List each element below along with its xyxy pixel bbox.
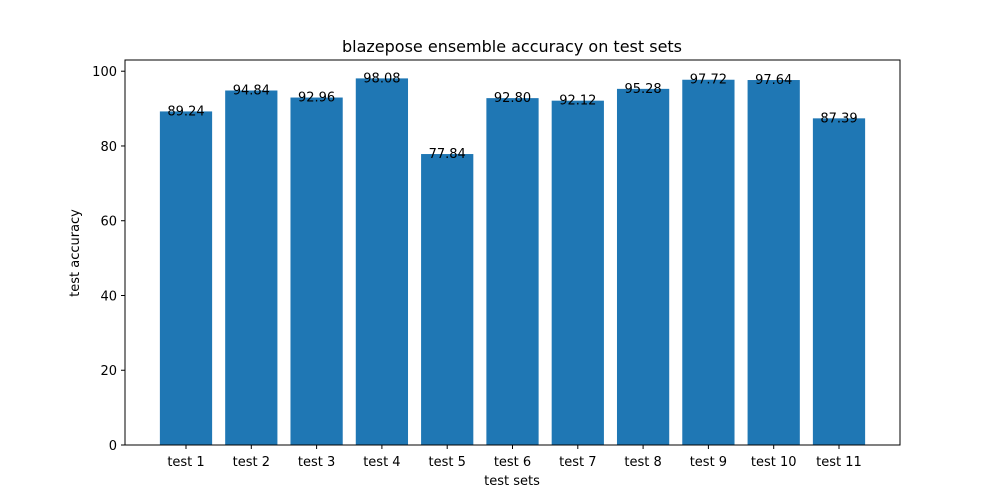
y-tick-label: 20 — [100, 364, 117, 379]
bar — [812, 118, 866, 445]
y-axis-label: test accuracy — [68, 209, 83, 297]
x-tick-label: test 3 — [298, 455, 335, 470]
bar-value-label: 92.80 — [494, 91, 531, 106]
bar — [551, 100, 604, 446]
bar-value-label: 87.39 — [820, 111, 857, 126]
bar-value-label: 94.84 — [233, 84, 270, 99]
y-axis: 0 20 40 60 80 100 — [92, 65, 125, 454]
y-tick-label: 0 — [109, 439, 117, 454]
x-axis-label: test sets — [484, 474, 540, 489]
bar — [421, 154, 474, 446]
x-tick-label: test 5 — [429, 455, 466, 470]
bar — [747, 80, 800, 445]
y-tick-label: 100 — [92, 65, 117, 80]
bar-value-label: 89.24 — [167, 104, 204, 119]
x-tick-label: test 1 — [167, 455, 204, 470]
bar-value-label: 98.08 — [363, 71, 400, 86]
bar-labels-layer: 89.24 94.84 92.96 98.08 77.84 92.80 92.12 95.28… — [167, 71, 857, 162]
y-tick-label: 60 — [100, 215, 117, 230]
x-tick-label: test 10 — [751, 455, 797, 470]
bar — [290, 97, 343, 445]
bar — [682, 79, 735, 446]
bar — [355, 78, 409, 445]
x-tick-label: test 8 — [624, 455, 661, 470]
bar-value-label: 77.84 — [429, 147, 466, 162]
chart-title: blazepose ensemble accuracy on test sets — [342, 37, 682, 56]
bar-value-label: 92.96 — [298, 91, 335, 106]
bar-value-label: 95.28 — [624, 82, 661, 97]
bar — [225, 90, 278, 445]
x-axis: test 1 test 2 test 3 test 4 test 5 test 6 test… — [167, 445, 862, 470]
bar — [159, 111, 213, 446]
x-tick-label: test 9 — [690, 455, 727, 470]
bars-layer — [159, 78, 866, 446]
y-tick-label: 80 — [100, 140, 117, 155]
x-tick-label: test 6 — [494, 455, 531, 470]
plot-frame — [124, 59, 901, 446]
x-tick-label: test 7 — [559, 455, 596, 470]
x-tick-label: test 2 — [233, 455, 270, 470]
bar-value-label: 92.12 — [559, 94, 596, 109]
bar-value-label: 97.64 — [755, 73, 792, 88]
y-tick-label: 40 — [100, 289, 117, 304]
bar-value-label: 97.72 — [690, 73, 727, 88]
bar — [486, 98, 539, 445]
x-tick-label: test 4 — [363, 455, 400, 470]
x-tick-label: test 11 — [816, 455, 862, 470]
bar — [616, 88, 670, 446]
